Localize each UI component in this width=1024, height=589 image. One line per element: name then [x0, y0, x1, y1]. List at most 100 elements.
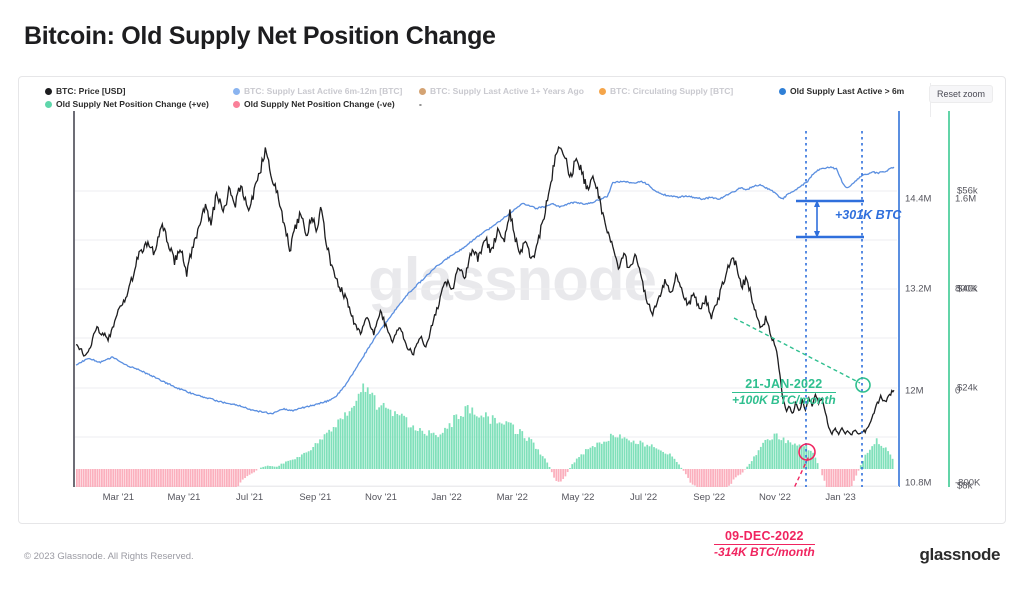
net-position-bar-negative	[739, 469, 742, 475]
net-position-bar-positive	[591, 446, 594, 469]
legend-swatch-old-supply-6m	[779, 88, 786, 95]
net-position-tick-0: 1.6M	[955, 193, 977, 205]
net-position-bar-positive	[750, 461, 753, 469]
net-position-bar-positive	[307, 451, 310, 469]
legend-item-empty[interactable]: -	[419, 99, 422, 110]
x-tick-0: Mar '21	[102, 492, 135, 503]
net-position-bar-positive	[512, 424, 515, 469]
net-position-bar-negative	[839, 469, 842, 487]
legend-label-net-position-positive: Old Supply Net Position Change (+ve)	[56, 99, 209, 109]
net-position-bar-positive	[634, 443, 637, 469]
net-position-bar-positive	[671, 456, 674, 469]
marker-circle-green	[855, 377, 871, 393]
legend-item-circulating-supply[interactable]: BTC: Circulating Supply [BTC]	[599, 86, 733, 97]
x-tick-2: Jul '21	[236, 492, 264, 503]
net-position-bar-positive	[412, 425, 415, 469]
net-position-bar-positive	[480, 415, 483, 469]
net-position-bar-positive	[678, 464, 680, 469]
x-tick-7: May '22	[561, 492, 595, 503]
net-position-bar-negative	[110, 469, 112, 487]
net-position-bar-positive	[632, 440, 635, 469]
net-position-bar-positive	[446, 428, 449, 469]
net-position-bar-positive	[278, 465, 280, 469]
net-position-bar-negative	[112, 469, 115, 487]
net-position-bar-positive	[803, 446, 805, 469]
net-position-bar-positive	[746, 466, 749, 469]
net-position-bar-negative	[239, 469, 242, 483]
net-position-bar-positive	[544, 458, 546, 469]
net-position-bar-positive	[589, 447, 592, 469]
old-supply-line	[75, 165, 895, 415]
net-position-bar-negative	[698, 469, 701, 487]
legend-item-old-supply-6m[interactable]: Old Supply Last Active > 6m	[779, 86, 904, 97]
net-position-bar-positive	[375, 409, 378, 469]
net-position-bar-negative	[719, 469, 721, 487]
net-position-bar-negative	[169, 469, 171, 487]
net-position-bar-positive	[273, 466, 276, 469]
net-position-bar-negative	[139, 469, 142, 487]
net-position-bar-positive	[450, 427, 453, 469]
net-position-bar-positive	[762, 442, 764, 469]
net-position-bar-positive	[666, 454, 669, 469]
net-position-bar-positive	[337, 419, 340, 469]
net-position-bar-positive	[353, 405, 355, 469]
net-position-bar-positive	[360, 392, 362, 469]
net-position-bar-negative	[98, 469, 101, 487]
net-position-bar-positive	[546, 462, 549, 469]
net-position-bar-positive	[891, 458, 894, 469]
legend-swatch-net-position-positive	[45, 101, 52, 108]
net-position-bar-positive	[875, 438, 878, 469]
legend-item-net-position-positive[interactable]: Old Supply Net Position Change (+ve)	[45, 99, 209, 110]
net-position-bar-positive	[457, 419, 460, 469]
net-position-bar-positive	[782, 437, 785, 469]
net-position-bar-positive	[621, 438, 624, 469]
annotation-red-value: -314K BTC/month	[714, 545, 815, 559]
legend-item-btc-price[interactable]: BTC: Price [USD]	[45, 86, 125, 97]
annotation-green-date: 21-JAN-2022	[732, 377, 836, 393]
net-position-bar-negative	[687, 469, 689, 478]
net-position-bar-positive	[271, 466, 274, 469]
old-supply-tick-1: 13.2M	[905, 283, 932, 295]
net-position-bar-negative	[235, 469, 237, 487]
net-position-bar-positive	[421, 430, 424, 469]
net-position-bar-positive	[514, 433, 517, 469]
net-position-bar-positive	[423, 433, 426, 469]
chart-plot-area[interactable]	[74, 111, 898, 487]
legend-item-net-position-negative[interactable]: Old Supply Net Position Change (-ve)	[233, 99, 395, 110]
net-position-bar-positive	[814, 457, 817, 469]
net-position-bar-negative	[250, 469, 253, 474]
net-position-bar-positive	[659, 450, 662, 469]
net-position-bar-negative	[244, 469, 246, 479]
page-title: Bitcoin: Old Supply Net Position Change	[24, 22, 496, 50]
net-position-bar-positive	[300, 454, 303, 469]
net-position-bar-negative	[823, 469, 826, 481]
net-position-bar-negative	[694, 469, 696, 486]
net-position-bar-negative	[255, 469, 258, 471]
net-position-bar-negative	[212, 469, 215, 487]
net-position-bar-negative	[148, 469, 151, 487]
net-position-bar-negative	[125, 469, 128, 487]
net-position-bar-negative	[221, 469, 224, 487]
net-position-bar-negative	[232, 469, 235, 487]
net-position-bar-negative	[705, 469, 708, 487]
net-position-bar-positive	[503, 424, 505, 469]
net-position-bar-negative	[725, 469, 728, 487]
net-position-bar-negative	[553, 469, 555, 478]
net-position-bar-positive	[505, 421, 508, 469]
legend-swatch-circulating-supply	[599, 88, 606, 95]
legend-item-supply-6m-12m[interactable]: BTC: Supply Last Active 6m-12m [BTC]	[233, 86, 402, 97]
x-tick-8: Jul '22	[629, 492, 658, 503]
net-position-bar-positive	[609, 433, 612, 469]
reset-zoom-button[interactable]: Reset zoom	[928, 85, 993, 103]
net-position-bar-negative	[246, 469, 249, 477]
net-position-bar-positive	[780, 440, 783, 469]
net-position-bar-negative	[178, 469, 181, 487]
net-position-bar-positive	[596, 442, 599, 469]
legend-item-supply-1y-plus[interactable]: BTC: Supply Last Active 1+ Years Ago	[419, 86, 584, 97]
net-position-negative-bars	[76, 469, 860, 487]
net-position-bar-positive	[448, 423, 451, 469]
net-position-bar-positive	[285, 461, 287, 469]
net-position-bar-positive	[537, 449, 540, 469]
net-position-bar-positive	[598, 442, 601, 469]
net-position-bar-negative	[107, 469, 110, 487]
